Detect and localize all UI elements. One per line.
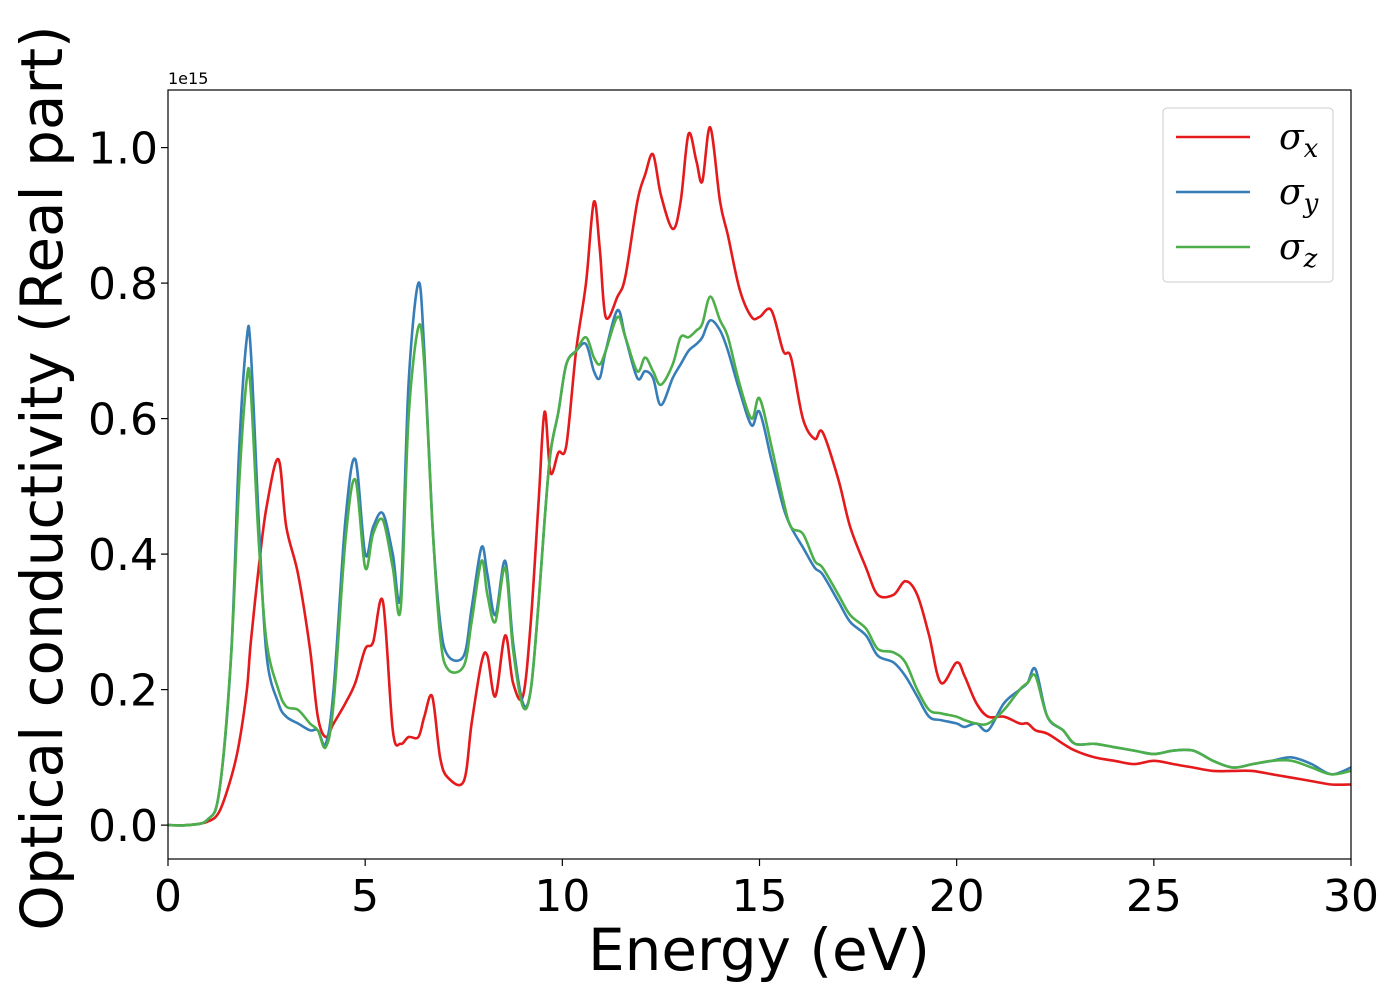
legend-box xyxy=(1162,107,1334,283)
x-tick-label: 5 xyxy=(351,871,379,922)
y-axis: 0.0 0.2 0.4 0.6 0.8 1.0 xyxy=(88,124,168,852)
legend-subscript-z: z xyxy=(1303,244,1318,274)
series-layer xyxy=(167,125,1352,827)
legend-subscript-y: y xyxy=(1303,189,1319,219)
x-axis-title: Energy (eV) xyxy=(588,916,930,984)
y-tick-label: 0.6 xyxy=(88,395,158,446)
x-tick-label: 10 xyxy=(534,871,590,922)
x-tick-label: 20 xyxy=(929,871,985,922)
x-tick-label: 25 xyxy=(1126,871,1182,922)
series-line-x xyxy=(167,125,1352,827)
x-tick-label: 15 xyxy=(732,871,788,922)
y-tick-label: 1.0 xyxy=(88,124,158,175)
plot-background xyxy=(168,90,1351,859)
x-tick-label: 30 xyxy=(1323,871,1379,922)
y-tick-label: 0.2 xyxy=(88,666,158,717)
y-tick-label: 0.0 xyxy=(88,801,158,852)
legend-subscript-x: x xyxy=(1304,134,1319,164)
x-axis: 0 5 10 15 20 25 30 xyxy=(154,859,1379,922)
y-axis-title: Optical conductivity (Real part) xyxy=(8,25,76,930)
y-tick-label: 0.8 xyxy=(88,259,158,310)
series-line-z xyxy=(167,295,1352,827)
y-offset-text: 1e15 xyxy=(168,69,208,88)
x-tick-label: 0 xyxy=(154,871,182,922)
y-tick-label: 0.4 xyxy=(88,530,158,581)
